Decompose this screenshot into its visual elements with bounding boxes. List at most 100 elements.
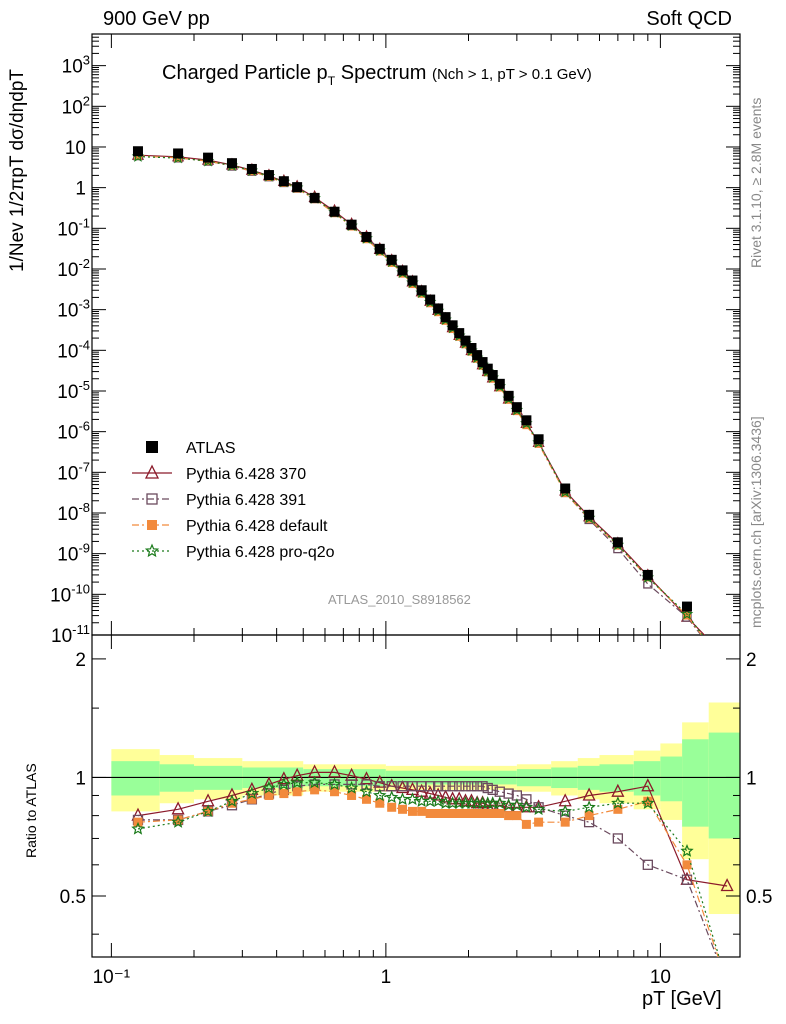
atlas-point	[329, 206, 340, 217]
ratio-tick-label-right: 1	[746, 768, 757, 789]
series-2-ratio-marker	[503, 788, 514, 799]
y-tick-label: 10-9	[57, 541, 90, 566]
series-4-ratio-marker	[225, 794, 239, 807]
series-4-ratio-marker	[531, 802, 546, 816]
series-3-ratio-line	[137, 789, 719, 957]
ratio-band-green	[682, 739, 709, 827]
energy-label: 900 GeV pp	[103, 8, 210, 30]
series-4-ratio	[131, 775, 720, 957]
series-3-ratio-marker	[330, 787, 340, 797]
series-4-ratio-marker	[519, 800, 534, 813]
atlas-point	[533, 434, 544, 445]
series-3-ratio-marker	[425, 808, 435, 818]
atlas-point	[132, 146, 143, 157]
series-4-ratio-marker	[327, 777, 342, 791]
series-3-ratio-marker	[448, 808, 458, 818]
series-2-ratio-marker	[487, 784, 498, 796]
ratio-frame	[91, 634, 741, 958]
analysis-id: ATLAS_2010_S8918562	[328, 592, 471, 607]
series-3-ratio-marker	[723, 979, 732, 988]
ratio-tick-label: 0.5	[60, 887, 86, 908]
rivet-label: Rivet 3.1.10, ≥ 2.8M events	[748, 97, 764, 268]
series-1-ratio-marker	[277, 771, 291, 785]
series-3-ratio-marker	[483, 808, 493, 818]
series-3-ratio-marker	[433, 808, 443, 818]
ratio-band-green	[708, 732, 740, 839]
series-1-ratio-marker	[720, 878, 734, 892]
series-4-ratio-marker	[680, 844, 694, 857]
series-3-ratio-marker	[560, 817, 570, 827]
atlas-point	[612, 537, 623, 548]
legend-label-0: ATLAS	[186, 440, 236, 457]
series-1-main	[131, 147, 706, 635]
series-4-ratio-marker	[510, 798, 524, 811]
atlas-point	[454, 328, 465, 339]
series-3-ratio-marker	[441, 808, 451, 818]
atlas-point	[722, 642, 732, 652]
series-1-ratio-marker	[423, 785, 437, 799]
series-1-ratio-marker	[452, 791, 466, 805]
legend-label-4: Pythia 6.428 pro-q2o	[186, 544, 335, 561]
y-tick-label: 10-2	[57, 256, 90, 281]
series-1-ratio-marker	[439, 789, 453, 803]
y-tick-label: 10-8	[57, 500, 90, 525]
series-3-ratio-marker	[454, 808, 464, 818]
atlas-point	[346, 219, 357, 230]
y-tick-label: 10-1	[57, 215, 90, 240]
y-tick-label: 10-4	[57, 337, 90, 362]
series-2-ratio-marker	[361, 779, 372, 790]
series-4-main-marker	[680, 607, 694, 620]
series-2-ratio-marker	[642, 859, 653, 870]
series-4-ratio-marker	[431, 794, 445, 807]
series-2-ratio-marker	[447, 781, 458, 792]
series-3-ratio-marker	[407, 806, 417, 816]
y-tick-label: 1	[75, 179, 86, 200]
series-3-ratio-marker	[264, 790, 274, 800]
atlas-point	[246, 163, 257, 174]
legend-marker-4	[144, 543, 160, 558]
series-3-ratio-marker	[613, 804, 623, 814]
series-2-ratio-marker	[466, 781, 477, 792]
atlas-point	[440, 312, 451, 323]
chart-title-main2: Spectrum	[335, 62, 427, 84]
series-3-ratio-marker	[279, 789, 289, 799]
atlas-point	[460, 335, 471, 346]
series-3-ratio-marker	[203, 806, 213, 816]
atlas-point	[472, 350, 483, 361]
series-1-ratio-marker	[611, 783, 625, 797]
atlas-point	[203, 152, 214, 163]
series-3-main-marker	[723, 665, 731, 673]
ratio-band-green	[660, 756, 683, 802]
series-2-ratio-marker	[681, 874, 693, 885]
series-3-ratio-marker	[521, 819, 531, 829]
atlas-point	[263, 170, 274, 181]
series-3-ratio-marker	[682, 860, 692, 870]
series-2-ratio-marker	[477, 781, 488, 792]
atlas-point	[521, 415, 532, 426]
series-1-ratio-marker	[171, 801, 185, 815]
series-1-ratio-marker	[359, 771, 374, 785]
series-4-ratio-marker	[611, 796, 625, 809]
series-4-ratio-marker	[372, 788, 387, 802]
series-4-ratio-marker	[395, 792, 410, 806]
series-4-ratio-marker	[245, 786, 259, 800]
x-tick-label: 1	[381, 967, 392, 988]
y-tick-label: 10-3	[57, 297, 90, 322]
x-tick-label: 10⁻¹	[93, 967, 131, 988]
process-label: Soft QCD	[646, 8, 732, 30]
series-3-ratio-marker	[488, 808, 498, 818]
atlas-point	[681, 601, 692, 612]
atlas-point	[361, 231, 372, 242]
ratio-bands	[92, 702, 740, 915]
atlas-point	[584, 509, 595, 520]
ratio-tick-label-right: 2	[746, 650, 757, 671]
series-2-ratio-marker	[723, 979, 732, 988]
series-4-ratio-marker	[307, 775, 322, 789]
series-3-ratio-marker	[472, 808, 482, 818]
series-1-main-line	[137, 154, 706, 635]
series-1-ratio-marker	[327, 764, 342, 778]
atlas-point	[466, 343, 477, 354]
series-3-ratio-marker	[375, 798, 385, 808]
series-3-ratio-marker	[466, 808, 476, 818]
atlas-point	[433, 303, 444, 314]
